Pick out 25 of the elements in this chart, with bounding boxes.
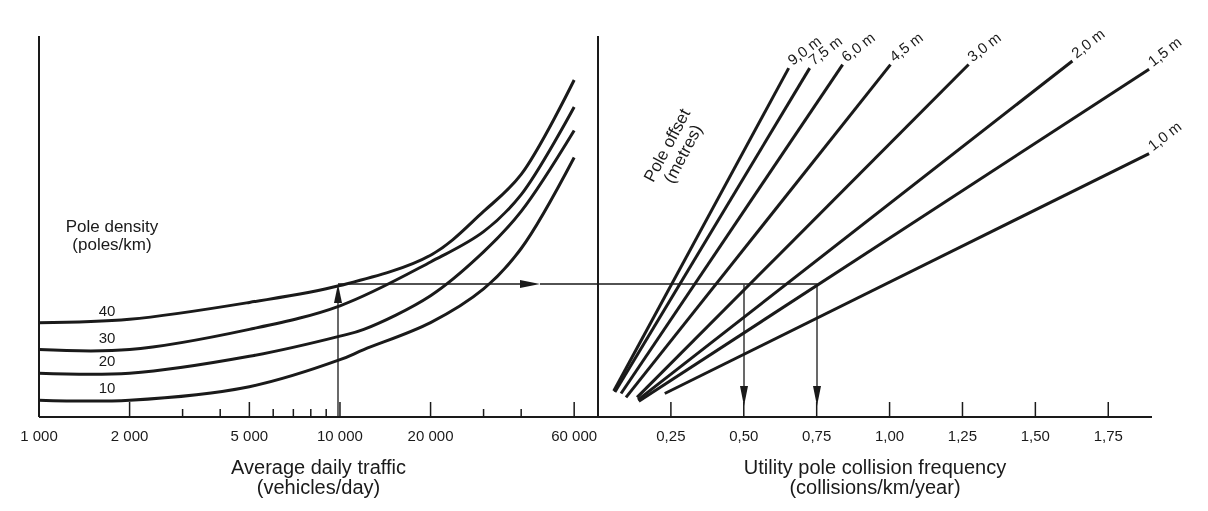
text: 1,5 m — [1144, 33, 1185, 70]
x-tick-label: 1,75 — [1093, 427, 1123, 444]
x-tick-label: 0,25 — [656, 427, 686, 444]
x-tick-label: 20 000 — [407, 427, 454, 444]
x-tick-label: 0,50 — [729, 427, 759, 444]
x-tick-label: 10 000 — [317, 427, 363, 444]
legend-title: Pole density (poles/km) — [65, 217, 159, 254]
x-tick-label: 1,00 — [874, 427, 905, 444]
x-axis-title: Utility pole collision frequency (collisions/km/year) — [743, 456, 1007, 498]
series-label: 10 — [98, 379, 116, 397]
text: 4,5 m — [885, 28, 926, 65]
series-label: 30 — [98, 328, 116, 346]
x-tick-label: 1 000 — [20, 427, 58, 444]
x-tick-label: 1,25 — [947, 427, 978, 444]
text: 2,0 m — [1067, 24, 1108, 62]
x-tick-label: 5 000 — [230, 427, 269, 444]
text: 1,0 m — [1144, 117, 1185, 154]
x-tick-label: 1,50 — [1020, 427, 1050, 444]
text: 3,0 m — [963, 28, 1005, 65]
x-tick-label: 60 000 — [551, 427, 598, 444]
x-axis-title: Average daily traffic (vehicles/day) — [231, 456, 406, 498]
x-tick-label: 2 000 — [110, 427, 149, 444]
series-label: 20 — [98, 352, 116, 370]
series-label: 40 — [98, 301, 116, 319]
x-tick-label: 0,75 — [802, 427, 832, 444]
